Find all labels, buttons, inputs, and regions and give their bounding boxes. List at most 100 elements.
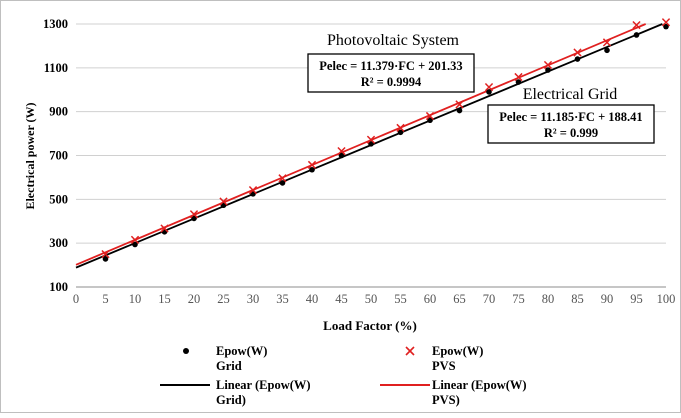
grid-data-point xyxy=(279,180,286,186)
pvs-data-point xyxy=(160,224,169,233)
y-tick-label: 300 xyxy=(49,236,68,250)
pvs-data-point xyxy=(366,135,376,144)
x-tick-label: 60 xyxy=(424,292,437,306)
pvs-data-point xyxy=(337,146,346,156)
legend-label-line1: Epow(W) xyxy=(216,344,267,358)
grid-data-point xyxy=(604,47,610,54)
pvs-marker-stroke xyxy=(248,185,258,195)
legend-item-grid-trend: Linear (Epow(W) Grid) xyxy=(160,378,311,407)
pvs-data-point xyxy=(514,72,523,82)
pvs-data-point xyxy=(278,174,287,183)
grid-data-point xyxy=(191,215,197,222)
legend-label-line1: Epow(W) xyxy=(432,344,483,358)
x-tick-label: 5 xyxy=(102,292,108,306)
grid-data-point xyxy=(397,129,404,136)
grid-data-point xyxy=(309,166,315,173)
pvs-marker-stroke xyxy=(130,235,140,245)
y-tick-label: 1300 xyxy=(43,17,68,31)
grid-data-point xyxy=(663,23,669,30)
x-tick-label: 0 xyxy=(73,292,79,306)
legend-marker-x xyxy=(405,346,415,356)
x-tick-label: 70 xyxy=(483,292,496,306)
legend-label-line2: Grid xyxy=(216,359,242,373)
pv-equation-box xyxy=(307,53,475,93)
x-tick-label: 25 xyxy=(217,292,230,306)
y-tick-label: 100 xyxy=(49,280,68,294)
x-tick-label: 65 xyxy=(453,292,466,306)
pvs-data-point xyxy=(130,235,140,245)
y-tick-label: 1100 xyxy=(44,61,68,75)
pv-r-squared: R² = 0.9994 xyxy=(361,75,422,89)
x-tick-label: 75 xyxy=(512,292,525,306)
grid-data-point xyxy=(574,56,581,62)
pvs-marker-stroke xyxy=(602,38,612,47)
x-tick-label: 45 xyxy=(335,292,348,306)
pvs-marker-stroke xyxy=(543,60,553,70)
pvs-marker-stroke xyxy=(573,48,582,57)
pvs-marker-stroke xyxy=(514,72,523,82)
legend-marker-dot xyxy=(183,348,189,354)
grid-data-point xyxy=(338,152,345,159)
pvs-data-point xyxy=(573,48,582,57)
x-tick-label: 20 xyxy=(188,292,201,306)
grid-data-point xyxy=(368,141,374,147)
pvs-data-point xyxy=(189,210,199,219)
y-tick-label: 500 xyxy=(49,192,68,206)
pvs-data-point xyxy=(219,197,228,206)
y-axis-title: Electrical power (W) xyxy=(23,102,37,209)
pvs-data-point xyxy=(248,185,258,195)
x-tick-label: 10 xyxy=(129,292,142,306)
legend-label-line1: Linear (Epow(W) xyxy=(216,378,311,392)
x-tick-label: 15 xyxy=(158,292,171,306)
x-tick-label: 55 xyxy=(394,292,407,306)
legend: Epow(W) Grid Epow(W) PVS Linear (Epow(W)… xyxy=(160,344,527,407)
pvs-data-point xyxy=(661,18,671,27)
pvs-data-point xyxy=(543,60,553,70)
pvs-marker-stroke xyxy=(425,111,435,121)
legend-item-pvs-trend: Linear (Epow(W) PVS) xyxy=(380,378,527,407)
legend-label-line2: PVS xyxy=(432,359,456,373)
x-axis-title: Load Factor (%) xyxy=(323,318,417,333)
grid-data-point xyxy=(102,256,109,262)
x-tick-label: 30 xyxy=(247,292,260,306)
grid-data-point xyxy=(456,107,463,114)
grid-r-squared: R² = 0.999 xyxy=(544,126,598,140)
pvs-data-point xyxy=(396,123,405,133)
pvs-marker-stroke xyxy=(484,82,494,92)
legend-item-grid-points: Epow(W) Grid xyxy=(183,344,267,373)
x-tick-label: 40 xyxy=(306,292,319,306)
pvs_trend-line xyxy=(75,23,647,266)
grid-data-point xyxy=(427,117,433,124)
grid-equation-box xyxy=(487,104,655,144)
pvs-marker-stroke xyxy=(632,20,641,30)
pvs-marker-stroke xyxy=(307,160,317,170)
pv-annotation-title: Photovoltaic System xyxy=(327,32,460,49)
pvs-marker-stroke xyxy=(396,123,405,133)
grid-data-point xyxy=(486,89,492,95)
axes: 100 300 500 700 900 1100 1300 0 5 10 15 20 25 30 35 40 4… xyxy=(43,17,675,306)
legend-label-line2: Grid) xyxy=(216,393,246,407)
pvs-data-point xyxy=(307,160,317,170)
x-tick-label: 50 xyxy=(365,292,378,306)
grid-data-point xyxy=(633,32,640,38)
x-tick-label: 80 xyxy=(542,292,555,306)
legend-item-pvs-points: Epow(W) PVS xyxy=(405,344,483,373)
pvs-data-point xyxy=(632,20,641,30)
pvs-marker-stroke xyxy=(160,224,169,233)
pvs-data-point xyxy=(455,100,464,109)
legend-label-line1: Linear (Epow(W) xyxy=(432,378,527,392)
pvs-marker-stroke xyxy=(278,174,287,183)
y-tick-label: 700 xyxy=(49,149,68,163)
y-tick-label: 900 xyxy=(49,105,68,119)
pvs-marker-stroke xyxy=(455,100,464,109)
legend-label-line2: PVS) xyxy=(432,393,460,407)
grid-equation: Pelec = 11.185·FC + 188.41 xyxy=(499,110,642,124)
pvs-marker-stroke xyxy=(661,18,671,27)
pvs-marker-stroke xyxy=(219,197,228,206)
grid-data-point xyxy=(515,79,522,85)
pvs-marker-stroke xyxy=(101,249,110,259)
pvs-data-point xyxy=(101,249,110,259)
pvs-data-point xyxy=(484,82,494,92)
